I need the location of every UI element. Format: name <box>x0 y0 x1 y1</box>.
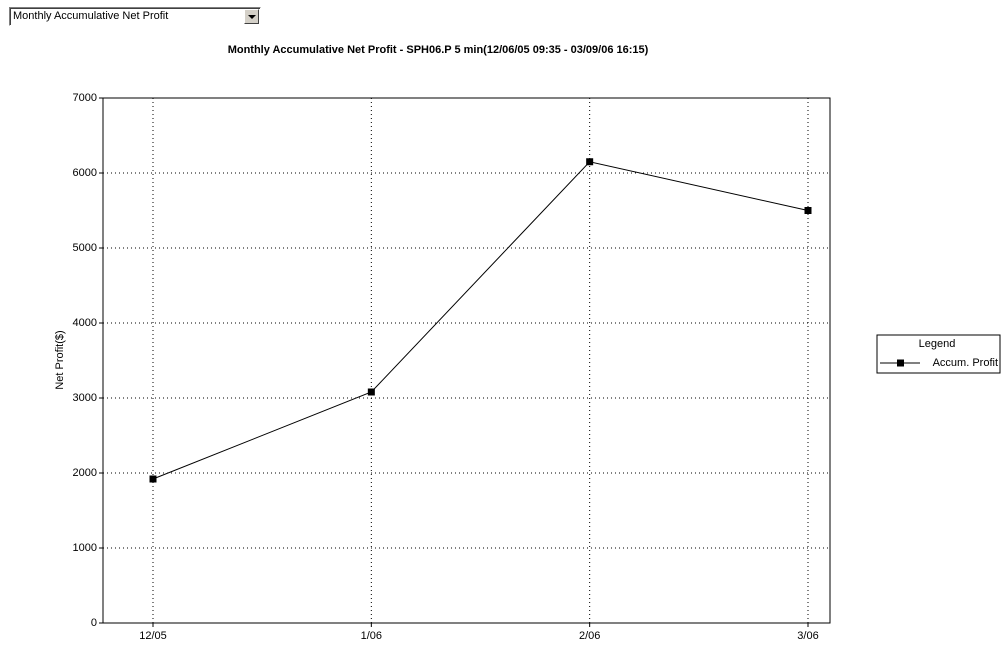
y-tick-label: 3000 <box>73 392 97 404</box>
plot-frame <box>102 97 831 624</box>
y-tick-label: 1000 <box>73 542 97 554</box>
y-tick-label: 5000 <box>73 242 97 254</box>
x-tick-label: 3/06 <box>797 630 818 642</box>
legend-title: Legend <box>919 338 956 350</box>
x-tick-label: 2/06 <box>579 630 600 642</box>
data-line <box>152 161 809 480</box>
data-point <box>586 158 594 166</box>
selected-option: Monthly Accumulative Net Profit <box>13 10 169 22</box>
data-point <box>149 475 157 483</box>
y-tick-label: 0 <box>91 617 97 629</box>
legend-box <box>876 334 1001 374</box>
y-tick-label: 7000 <box>73 92 97 104</box>
chart-title: Monthly Accumulative Net Profit - SPH06.… <box>228 44 649 56</box>
data-point <box>804 207 812 214</box>
chart-selector[interactable]: Monthly Accumulative Net Profit <box>9 7 261 26</box>
legend-marker <box>897 359 904 367</box>
y-axis-label: Net Profit($) <box>54 330 66 389</box>
y-tick-label: 6000 <box>73 167 97 179</box>
x-tick-label: 1/06 <box>361 630 382 642</box>
y-tick-label: 4000 <box>73 317 97 329</box>
x-tick-label: 12/05 <box>139 630 167 642</box>
data-point <box>367 388 375 396</box>
y-tick-label: 2000 <box>73 467 97 479</box>
dropdown-button[interactable] <box>244 9 259 24</box>
legend-label: Accum. Profit <box>933 357 998 369</box>
